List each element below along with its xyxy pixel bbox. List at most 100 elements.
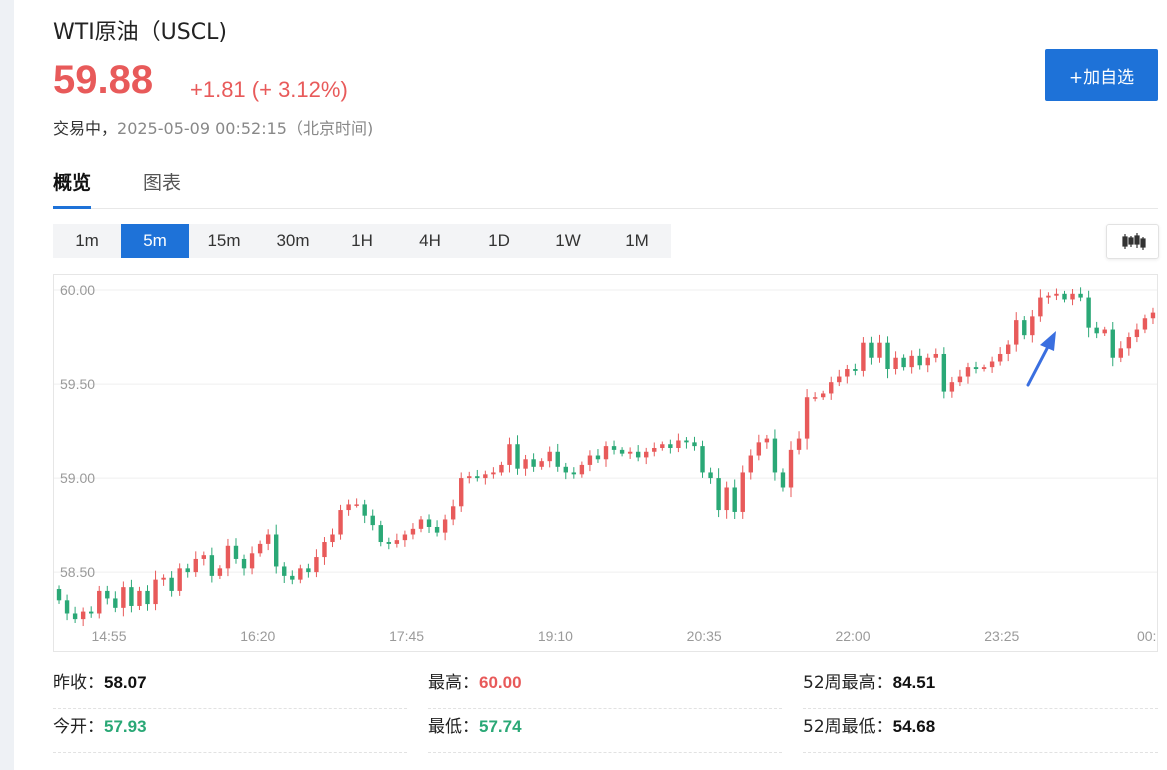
candle-body (812, 397, 818, 399)
candle-body (1094, 327, 1099, 334)
candle-body (917, 355, 922, 366)
candle-body (1070, 293, 1075, 300)
candle-body (611, 446, 617, 450)
candle-body (1022, 320, 1027, 336)
candle-body (635, 451, 641, 458)
candle-body (105, 590, 110, 599)
candle-body (1086, 297, 1091, 328)
period-1w[interactable]: 1W (555, 231, 581, 250)
candle-body (56, 589, 62, 601)
candle-body (668, 444, 673, 448)
candle-body (989, 361, 995, 368)
candle-body (378, 525, 383, 543)
candle-body (861, 342, 866, 371)
candle-body (410, 528, 416, 535)
candle-body (153, 579, 158, 605)
current-price: 59.88 (53, 58, 154, 102)
candle-body (314, 557, 319, 573)
candle-body (1118, 348, 1124, 358)
candle-body (346, 504, 351, 511)
candle-body (740, 472, 745, 512)
candle-body (515, 444, 520, 469)
candle-body (290, 575, 295, 580)
candle-body (72, 613, 78, 620)
add-watchlist-button[interactable]: +加自选 (1045, 49, 1158, 101)
candle-body (547, 451, 552, 462)
candle-body (845, 369, 850, 377)
period-1mo[interactable]: 1M (625, 231, 649, 250)
candle-body (941, 353, 947, 392)
x-tick-label: 16:20 (240, 628, 275, 644)
left-sidebar-strip (0, 0, 14, 770)
candle-body (306, 568, 311, 573)
tab-chart[interactable]: 图表 (143, 172, 182, 194)
candle-body (563, 466, 568, 473)
candle-body (885, 342, 890, 370)
candle-body (483, 474, 488, 479)
candle-body (1030, 316, 1035, 336)
candle-body (804, 397, 810, 439)
period-5m[interactable]: 5m (121, 224, 189, 258)
candlestick-toggle-button[interactable] (1106, 224, 1159, 259)
candle-body (957, 376, 963, 383)
candle-body (64, 600, 70, 614)
candle-body (571, 472, 577, 475)
period-1h[interactable]: 1H (351, 231, 373, 250)
price-change: +1.81 (+ 3.12%) (190, 77, 348, 102)
period-1d[interactable]: 1D (488, 231, 510, 250)
period-30m[interactable]: 30m (276, 231, 310, 250)
candle-body (965, 367, 971, 377)
candle-body (756, 442, 762, 456)
stat-value: 57.74 (479, 717, 522, 736)
stat-prev-close: 昨收：58.07 (53, 664, 407, 709)
tab-overview[interactable]: 概览 (53, 168, 92, 209)
stat-value: 60.00 (479, 673, 522, 692)
x-tick-label: 14:55 (91, 628, 126, 644)
y-tick-label: 60.00 (60, 282, 95, 298)
candle-body (539, 461, 544, 467)
candle-body (877, 342, 882, 358)
candle-body (780, 472, 786, 488)
candle-body (386, 542, 392, 544)
period-1m[interactable]: 1m (75, 231, 99, 250)
candle-body (467, 476, 472, 479)
candle-body (820, 393, 826, 398)
candle-body (555, 451, 560, 467)
candle-body (933, 353, 938, 358)
candle-body (788, 449, 794, 488)
instrument-title: WTI原油（USCL) (53, 20, 227, 45)
trading-status: 交易中，2025-05-09 00:52:15（北京时间) (53, 115, 373, 139)
period-4h[interactable]: 4H (419, 231, 441, 250)
candle-body (499, 464, 504, 473)
candle-body (1054, 293, 1059, 296)
x-tick-label: 19:10 (538, 628, 573, 644)
candle-body (129, 587, 134, 606)
candle-body (652, 448, 657, 452)
candle-body (595, 455, 601, 460)
candle-body (523, 459, 528, 469)
candle-body (370, 515, 375, 526)
candle-body (491, 472, 496, 475)
candle-body (837, 376, 842, 383)
y-tick-label: 59.00 (60, 470, 95, 486)
candle-body (684, 440, 689, 443)
candle-body (997, 353, 1003, 362)
y-tick-label: 58.50 (60, 564, 95, 580)
x-tick-label: 00:5 (1137, 628, 1157, 644)
candle-body (627, 451, 633, 454)
annotation-arrow-head (1040, 331, 1056, 351)
candle-body (1126, 337, 1132, 349)
candle-body (1078, 293, 1083, 298)
candle-body (748, 455, 753, 473)
stat-label: 昨收： (53, 673, 104, 693)
stat-high: 最高：60.00 (428, 664, 782, 709)
period-15m[interactable]: 15m (207, 231, 241, 250)
candle-body (853, 369, 858, 371)
candle-body (418, 519, 424, 529)
stat-value: 57.93 (104, 717, 147, 736)
candle-body (241, 558, 247, 569)
candle-body (619, 449, 625, 454)
price-chart-panel: 60.00 59.50 59.00 58.50 14:55 16:20 17:45 19:10… (53, 274, 1164, 652)
candle-body (298, 568, 303, 580)
candle-body (724, 487, 729, 511)
